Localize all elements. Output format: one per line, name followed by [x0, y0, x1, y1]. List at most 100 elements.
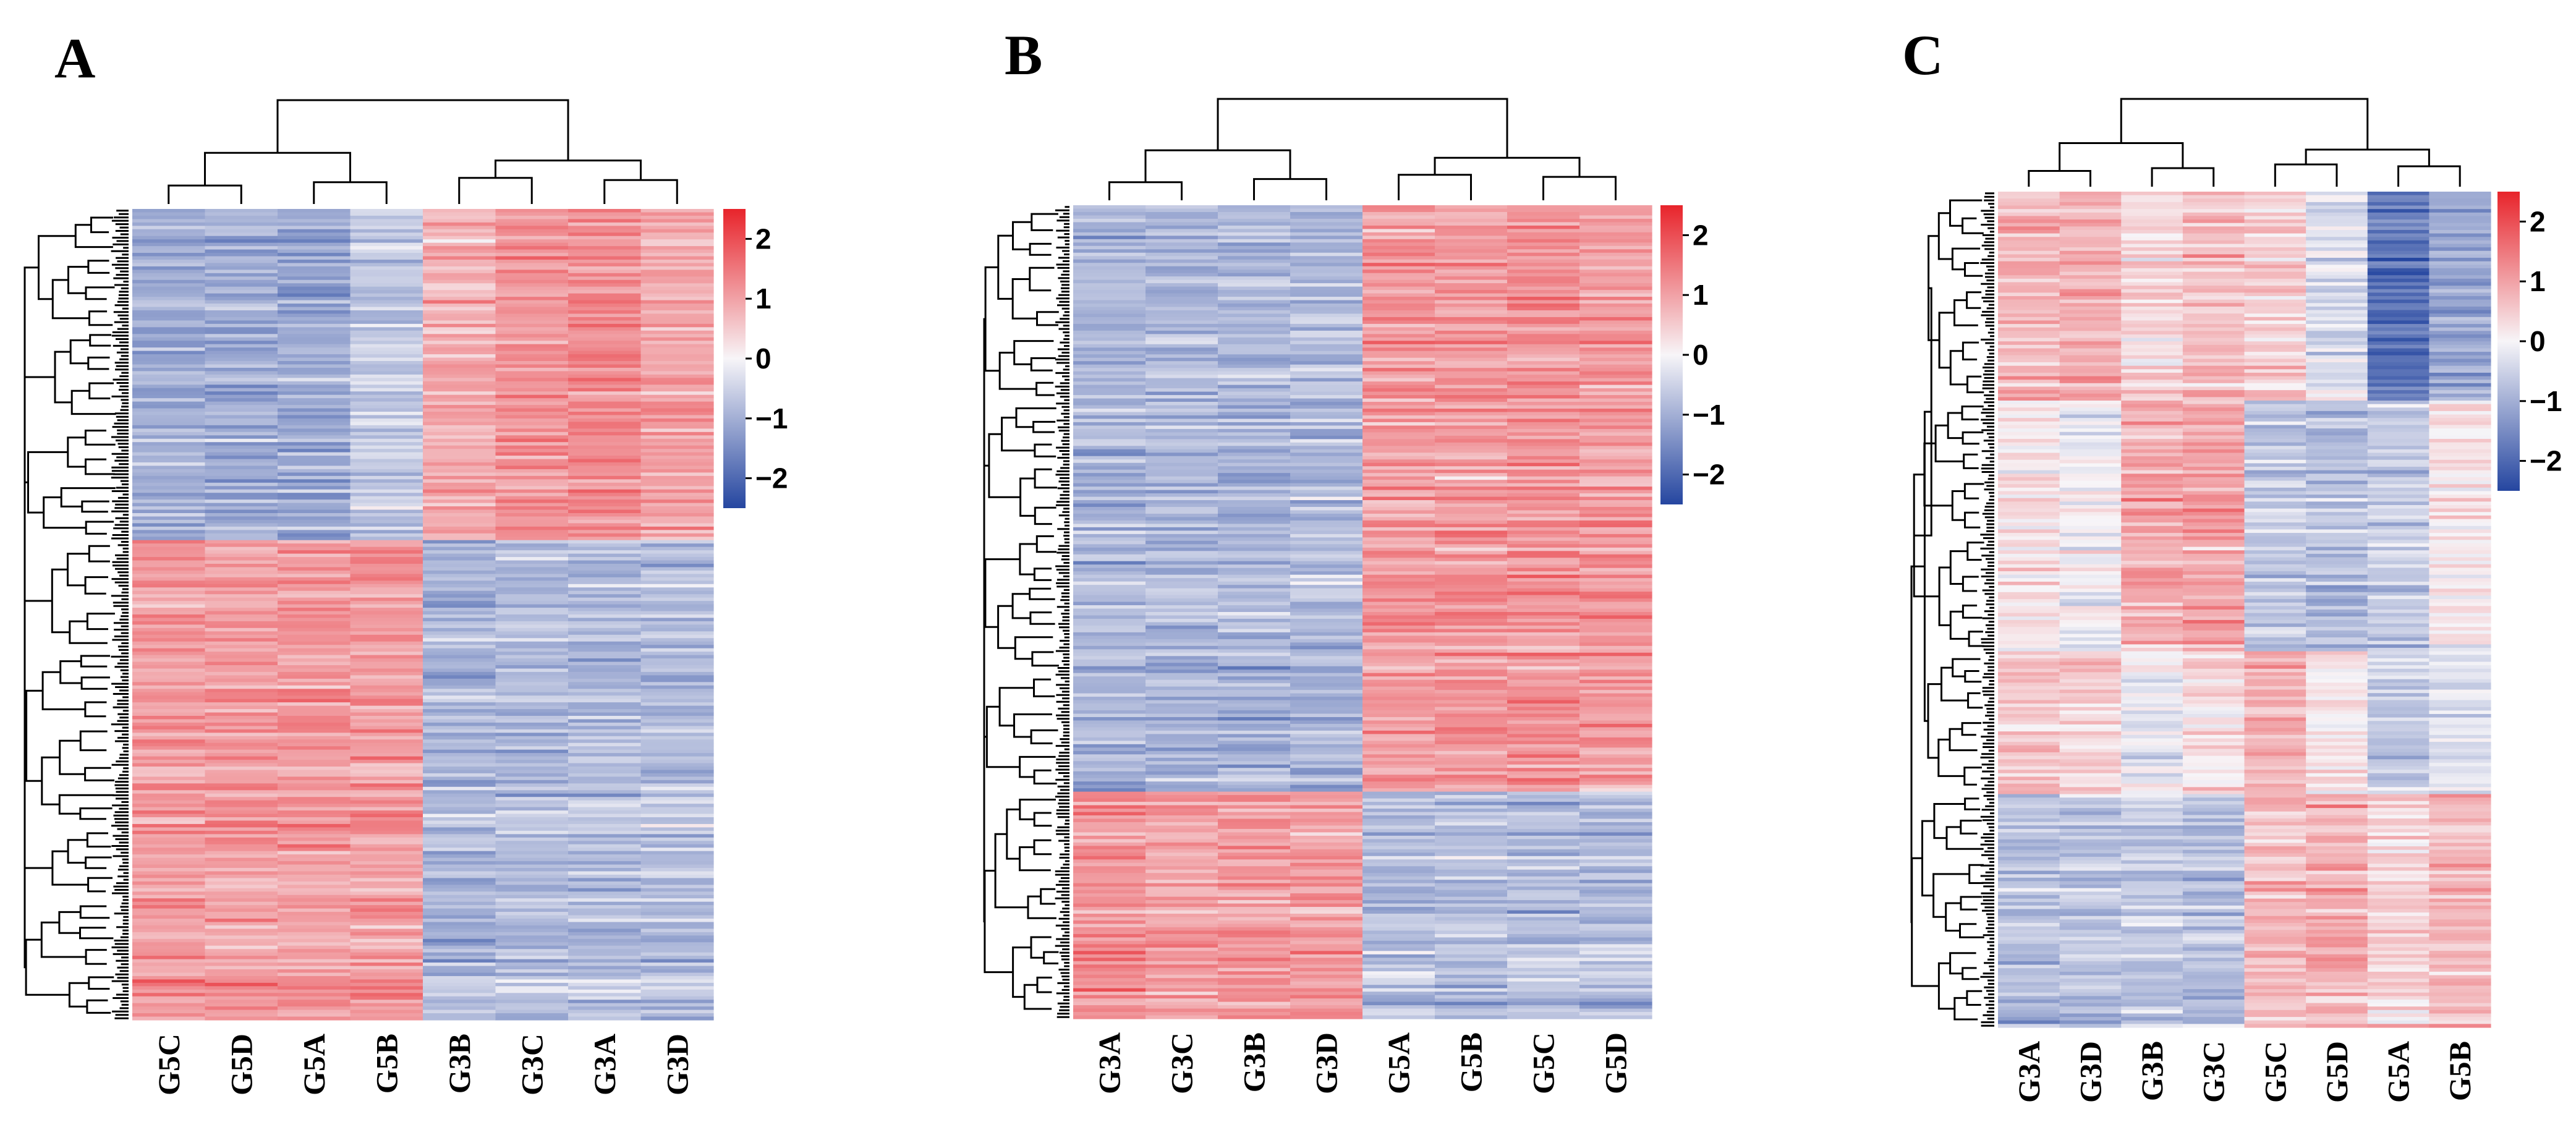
heatmap-cell: [350, 891, 423, 896]
heatmap-cell: [2244, 428, 2306, 433]
heatmap-cell: [1290, 293, 1363, 297]
heatmap-cell: [568, 246, 642, 250]
heatmap-cell: [640, 260, 714, 264]
heatmap-cell: [1362, 598, 1435, 603]
heatmap-cell: [1579, 754, 1652, 759]
heatmap-cell: [1073, 920, 1146, 925]
heatmap-cell: [568, 1006, 642, 1011]
heatmap-cell: [568, 975, 642, 980]
heatmap-cell: [1579, 425, 1652, 430]
heatmap-cell: [2182, 592, 2245, 597]
heatmap-cell: [2367, 247, 2429, 252]
heatmap-cell: [1290, 723, 1363, 728]
heatmap-cell: [1218, 873, 1291, 877]
heatmap-cell: [1290, 869, 1363, 873]
heatmap-cell: [350, 851, 423, 855]
heatmap-cell: [205, 652, 278, 656]
heatmap-cell: [350, 1016, 423, 1021]
heatmap-cell: [132, 753, 206, 757]
heatmap-cell: [495, 496, 569, 500]
heatmap-cell: [1073, 412, 1146, 416]
heatmap-cell: [278, 861, 351, 865]
heatmap-cell: [1362, 276, 1435, 281]
heatmap-cell: [2429, 459, 2491, 464]
heatmap-cell: [423, 804, 496, 808]
heatmap-cell: [568, 742, 642, 747]
heatmap-cell: [1362, 595, 1435, 599]
heatmap-cell: [495, 246, 569, 250]
heatmap-cell: [423, 912, 496, 916]
heatmap-cell: [278, 428, 351, 433]
heatmap-cell: [1507, 927, 1580, 932]
heatmap-cell: [278, 374, 351, 378]
heatmap-cell: [1218, 588, 1291, 592]
heatmap-cell: [2182, 553, 2245, 558]
heatmap-cell: [1073, 690, 1146, 694]
heatmap-cell: [2367, 550, 2429, 555]
heatmap-cell: [640, 503, 714, 507]
heatmap-cell: [1362, 273, 1435, 277]
heatmap-cell: [1507, 391, 1580, 396]
heatmap-cell: [2429, 522, 2491, 527]
heatmap-cell: [1435, 944, 1508, 948]
heatmap-cell: [1579, 432, 1652, 436]
heatmap-cell: [2244, 240, 2306, 245]
heatmap-cell: [2244, 567, 2306, 572]
color-bar-label: 1: [1693, 279, 1709, 311]
heatmap-cell: [1435, 995, 1508, 999]
heatmap-cell: [205, 431, 278, 436]
heatmap-cell: [2059, 362, 2122, 367]
heatmap-cell: [495, 260, 569, 264]
heatmap-cell: [423, 546, 496, 551]
heatmap-cell: [2182, 195, 2245, 199]
heatmap-cell: [205, 364, 278, 368]
heatmap-cell: [2182, 453, 2245, 457]
heatmap-cell: [1218, 663, 1291, 667]
heatmap-cell: [1073, 510, 1146, 514]
heatmap-cell: [350, 996, 423, 1000]
heatmap-cell: [2367, 271, 2429, 276]
heatmap-cell: [1218, 690, 1291, 694]
heatmap-cell: [2182, 480, 2245, 485]
heatmap-cell: [423, 699, 496, 703]
heatmap-cell: [205, 742, 278, 747]
heatmap-cell: [205, 286, 278, 291]
heatmap-cell: [568, 864, 642, 869]
heatmap-cell: [568, 486, 642, 490]
heatmap-cell: [495, 232, 569, 237]
heatmap-cell: [1218, 798, 1291, 802]
heatmap-cell: [132, 726, 206, 730]
heatmap-cell: [278, 506, 351, 511]
heatmap-cell: [2306, 480, 2368, 485]
heatmap-cell: [278, 465, 351, 470]
heatmap-cell: [423, 537, 496, 541]
heatmap-cell: [1073, 723, 1146, 728]
heatmap-cell: [2367, 380, 2429, 384]
heatmap-cell: [2121, 390, 2183, 394]
heatmap-cell: [1290, 757, 1363, 762]
heatmap-cell: [1073, 713, 1146, 718]
heatmap-cell: [2367, 610, 2429, 614]
heatmap-cell: [1290, 828, 1363, 833]
heatmap-cell: [640, 739, 714, 744]
heatmap-cell: [278, 915, 351, 919]
heatmap-cell: [2059, 491, 2122, 495]
heatmap-cell: [2429, 278, 2491, 283]
heatmap-cell: [2429, 397, 2491, 401]
heatmap-cell: [1146, 954, 1218, 958]
heatmap-cell: [132, 475, 206, 480]
heatmap-cell: [1218, 869, 1291, 873]
heatmap-cell: [132, 323, 206, 328]
heatmap-cell: [1579, 1001, 1652, 1006]
heatmap-cell: [278, 398, 351, 402]
heatmap-cell: [132, 885, 206, 889]
heatmap-cell: [1146, 428, 1218, 433]
heatmap-cell: [350, 733, 423, 737]
dendrogram-link: [69, 339, 90, 365]
heatmap-cell: [132, 749, 206, 754]
heatmap-cell: [640, 823, 714, 828]
heatmap-cell: [1507, 859, 1580, 864]
heatmap-cell: [2182, 383, 2245, 388]
heatmap-cell: [205, 472, 278, 477]
heatmap-cell: [1579, 242, 1652, 247]
